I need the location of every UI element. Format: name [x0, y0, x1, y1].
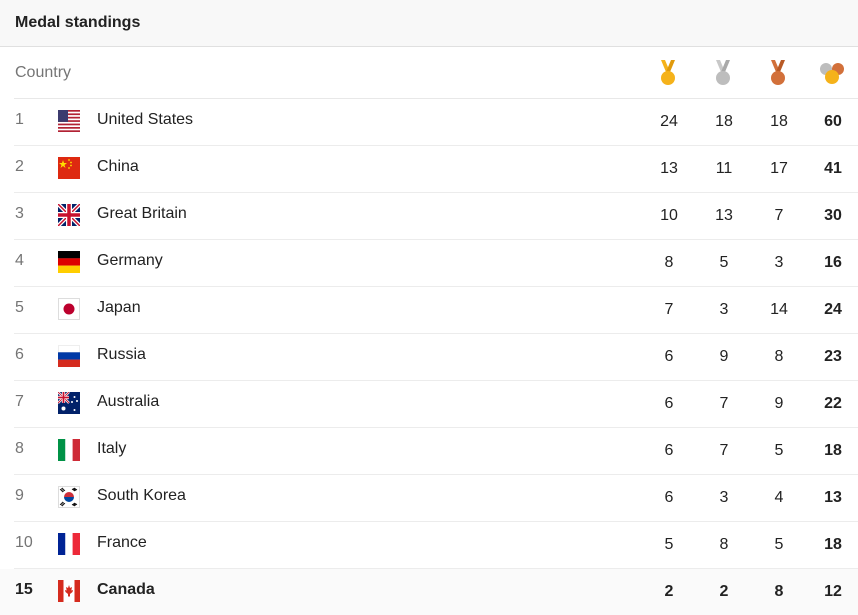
gold-count: 10	[660, 207, 678, 224]
gold-count: 6	[664, 489, 674, 506]
rank-cell: 3	[15, 205, 24, 222]
country-name: South Korea	[97, 487, 186, 504]
gold-count: 6	[664, 348, 674, 365]
silver-count: 7	[719, 395, 729, 412]
cn-flag-icon	[58, 157, 80, 179]
country-name: France	[97, 534, 147, 551]
total-count: 41	[824, 160, 842, 177]
table-row[interactable]: 1 United States 24 18 18 60	[14, 99, 858, 146]
standings-table: 1 United States 24 18 18 60	[0, 99, 858, 615]
bronze-count: 17	[770, 160, 788, 177]
gold-count: 2	[664, 583, 674, 600]
gold-count: 8	[664, 254, 674, 271]
silver-count: 3	[719, 489, 729, 506]
total-count: 30	[824, 207, 842, 224]
table-row[interactable]: 8 Italy 6 7 5 18	[14, 428, 858, 475]
total-medals-icon	[818, 60, 846, 91]
total-count: 13	[824, 489, 842, 506]
bronze-count: 8	[774, 583, 784, 600]
table-row[interactable]: 2 China 13 11 17 41	[14, 146, 858, 193]
bronze-count: 3	[774, 254, 784, 271]
silver-count: 3	[719, 301, 729, 318]
silver-count: 5	[719, 254, 729, 271]
table-row[interactable]: 10 France 5 8 5 18	[14, 522, 858, 569]
total-count: 16	[824, 254, 842, 271]
gold-count: 24	[660, 113, 678, 130]
country-name: Canada	[97, 581, 155, 598]
de-flag-icon	[58, 251, 80, 273]
bronze-count: 14	[770, 301, 788, 318]
gold-count: 6	[664, 442, 674, 459]
table-row[interactable]: 4 Germany 8 5 3 16	[14, 240, 858, 287]
bronze-count: 8	[774, 348, 784, 365]
bronze-count: 4	[774, 489, 784, 506]
it-flag-icon	[58, 439, 80, 461]
silver-count: 13	[715, 207, 733, 224]
gb-flag-icon	[58, 204, 80, 226]
widget-title: Medal standings	[15, 14, 141, 31]
ca-flag-icon	[58, 580, 80, 602]
total-count: 24	[824, 301, 842, 318]
gold-count: 5	[664, 536, 674, 553]
us-flag-icon	[58, 110, 80, 132]
rank-cell: 15	[15, 581, 33, 598]
column-header-row: Country	[14, 47, 858, 99]
total-count: 22	[824, 395, 842, 412]
total-count: 18	[824, 442, 842, 459]
country-column-header: Country	[15, 64, 72, 81]
jp-flag-icon	[58, 298, 80, 320]
fr-flag-icon	[58, 533, 80, 555]
bronze-count: 18	[770, 113, 788, 130]
total-count: 12	[824, 583, 842, 600]
country-name: Japan	[97, 299, 141, 316]
silver-count: 8	[719, 536, 729, 553]
gold-count: 6	[664, 395, 674, 412]
gold-count: 7	[664, 301, 674, 318]
gold-count: 13	[660, 160, 678, 177]
rank-cell: 8	[15, 440, 24, 457]
rank-cell: 6	[15, 346, 24, 363]
country-name: United States	[97, 111, 194, 128]
rank-cell: 9	[15, 487, 24, 504]
rank-cell: 7	[15, 393, 24, 410]
bronze-count: 5	[774, 442, 784, 459]
kr-flag-icon	[58, 486, 80, 508]
table-row[interactable]: 7 Australia 6 7 9 22	[14, 381, 858, 428]
silver-count: 18	[715, 113, 733, 130]
silver-count: 2	[719, 583, 729, 600]
country-name: Germany	[97, 252, 163, 269]
rank-cell: 10	[15, 534, 33, 551]
table-row[interactable]: 9 South Korea 6 3 4 13	[14, 475, 858, 522]
silver-medal-icon	[711, 60, 735, 91]
country-name: Italy	[97, 440, 127, 457]
ru-flag-icon	[58, 345, 80, 367]
country-name: Australia	[97, 393, 160, 410]
rank-cell: 1	[15, 111, 24, 128]
country-name: China	[97, 158, 139, 175]
total-count: 18	[824, 536, 842, 553]
bronze-count: 7	[774, 207, 784, 224]
widget-header: Medal standings	[0, 0, 858, 47]
rank-cell: 2	[15, 158, 24, 175]
table-row[interactable]: 6 Russia 6 9 8 23	[14, 334, 858, 381]
bronze-count: 9	[774, 395, 784, 412]
bronze-count: 5	[774, 536, 784, 553]
silver-count: 9	[719, 348, 729, 365]
table-row[interactable]: 3 Great Britain 10 13 7 30	[14, 193, 858, 240]
silver-count: 11	[715, 160, 733, 177]
rank-cell: 5	[15, 299, 24, 316]
country-name: Great Britain	[97, 205, 187, 222]
bronze-medal-icon	[766, 60, 790, 91]
silver-count: 7	[719, 442, 729, 459]
au-flag-icon	[58, 392, 80, 414]
highlighted-table-row[interactable]: 15 Canada 2 2 8 12	[0, 569, 858, 615]
total-count: 60	[824, 113, 842, 130]
rank-cell: 4	[15, 252, 24, 269]
country-name: Russia	[97, 346, 146, 363]
total-count: 23	[824, 348, 842, 365]
table-row[interactable]: 5 Japan 7 3 14 24	[14, 287, 858, 334]
gold-medal-icon	[656, 60, 680, 91]
